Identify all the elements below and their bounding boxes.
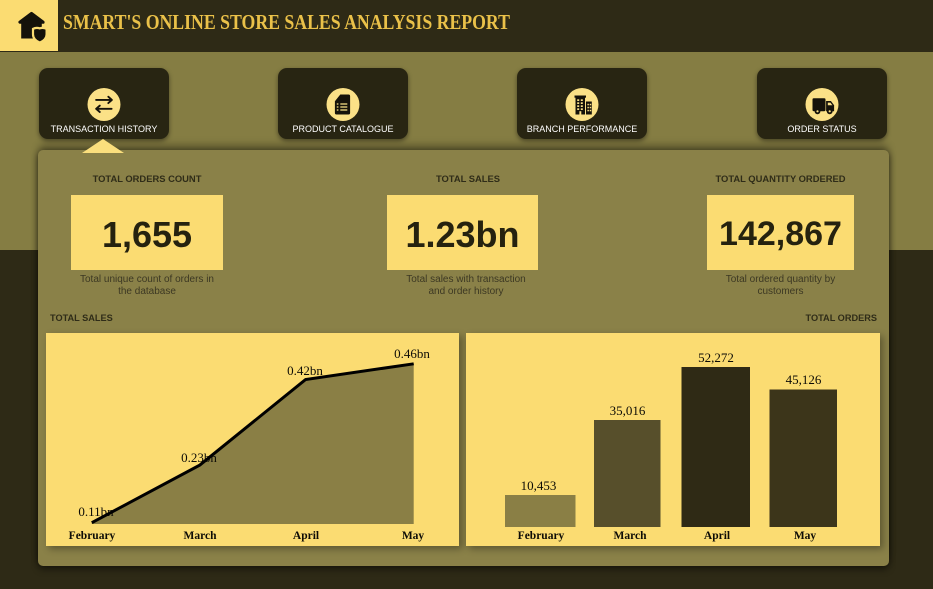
svg-text:May: May xyxy=(402,530,425,542)
svg-text:April: April xyxy=(293,530,319,542)
svg-text:May: May xyxy=(794,530,817,542)
svg-text:35,016: 35,016 xyxy=(610,403,646,418)
svg-text:45,126: 45,126 xyxy=(786,372,822,387)
svg-text:0.11bn: 0.11bn xyxy=(78,504,114,519)
svg-text:10,453: 10,453 xyxy=(521,478,557,493)
svg-text:0.46bn: 0.46bn xyxy=(394,346,430,361)
svg-text:February: February xyxy=(69,530,116,542)
svg-text:52,272: 52,272 xyxy=(698,350,734,365)
svg-text:0.42bn: 0.42bn xyxy=(287,363,323,378)
svg-text:0.23bn: 0.23bn xyxy=(181,450,217,465)
svg-text:March: March xyxy=(613,530,647,542)
svg-text:March: March xyxy=(183,530,217,542)
svg-text:April: April xyxy=(704,530,730,542)
svg-text:February: February xyxy=(518,530,565,542)
